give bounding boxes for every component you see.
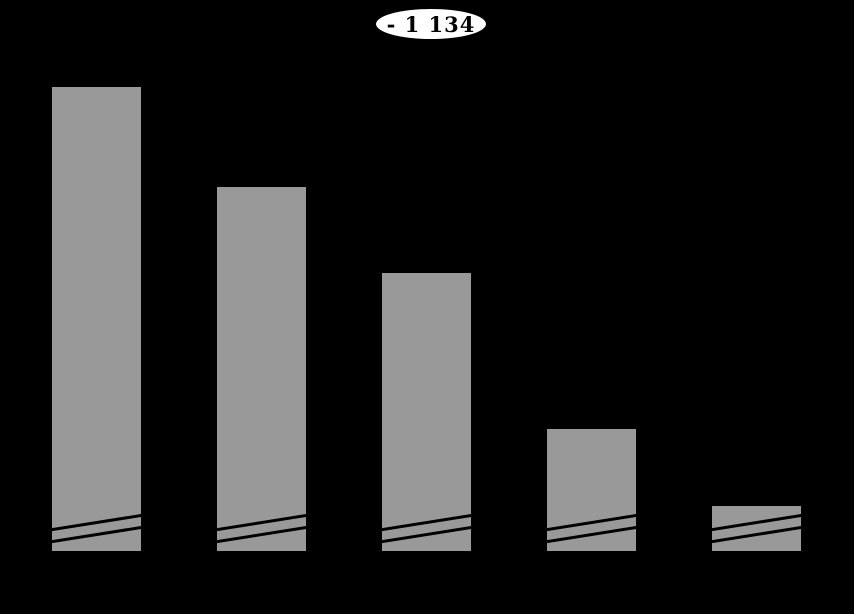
annotation-text: - 1 134 <box>386 11 476 37</box>
bar-1 <box>50 85 143 553</box>
bar-5 <box>710 504 803 553</box>
bar-3 <box>380 271 473 553</box>
bar-4 <box>545 427 638 553</box>
bar-2 <box>215 185 308 553</box>
annotation-bubble: - 1 134 <box>374 7 488 41</box>
